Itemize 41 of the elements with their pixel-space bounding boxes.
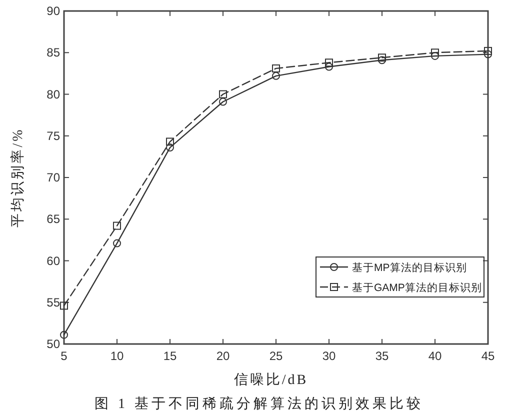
y-tick-label: 65	[46, 212, 60, 226]
y-tick-label: 90	[46, 4, 60, 18]
point	[60, 302, 68, 310]
point	[325, 58, 333, 67]
point	[219, 98, 227, 106]
y-tick-label: 75	[46, 128, 60, 143]
legend-label: 基于GAMP算法的目标识别	[352, 281, 482, 294]
point	[484, 50, 492, 58]
legend-label: 基于MP算法的目标识别	[352, 261, 467, 274]
x-tick-label: 5	[60, 349, 68, 363]
point	[378, 54, 386, 62]
y-axis-title: 平均识别率/%	[10, 128, 26, 228]
x-tick-label: 45	[481, 349, 495, 363]
point	[113, 239, 121, 248]
x-tick-label: 35	[375, 349, 389, 363]
y-tick-label: 70	[46, 170, 60, 184]
x-tick-label: 30	[322, 349, 336, 363]
y-tick-label: 55	[46, 295, 60, 310]
x-tick-label: 40	[428, 349, 442, 363]
point	[272, 72, 280, 80]
point	[378, 56, 386, 64]
y-tick-label: 80	[46, 87, 60, 102]
point	[60, 330, 68, 339]
point	[166, 144, 174, 152]
x-tick-label: 20	[216, 349, 230, 363]
x-tick-label: 25	[269, 349, 283, 363]
x-tick-label: 10	[110, 349, 124, 363]
point	[272, 64, 280, 72]
point	[325, 62, 333, 71]
y-tick-label: 85	[46, 46, 60, 60]
x-axis-title: 信噪比/dB	[234, 372, 308, 388]
point	[484, 46, 492, 55]
point	[431, 52, 439, 60]
y-tick-label: 60	[46, 254, 60, 268]
point	[431, 48, 439, 57]
point	[219, 90, 227, 98]
point	[113, 222, 121, 230]
point	[166, 138, 174, 146]
y-tick-label: 50	[46, 337, 60, 351]
x-tick-label: 15	[163, 349, 177, 363]
caption: 图 1 基于不同稀疏分解算法的识别效果比较	[94, 396, 424, 412]
